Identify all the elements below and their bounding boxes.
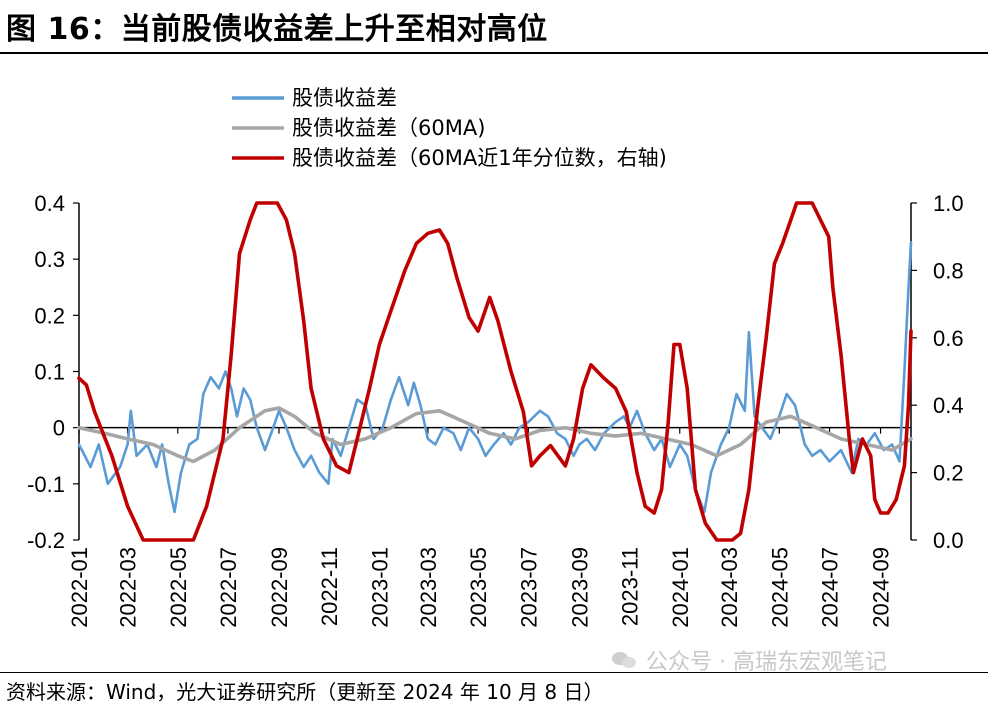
x-tick-label: 2024-05 (767, 547, 792, 628)
y-right-tick-label: 0.6 (933, 326, 964, 351)
x-tick-label: 2024-01 (668, 547, 693, 628)
x-tick-label: 2023-11 (618, 547, 643, 626)
y-left-tick-label: 0 (53, 416, 65, 441)
x-tick-label: 2024-03 (717, 547, 742, 628)
y-right-tick-label: 0.0 (933, 528, 964, 553)
series-ma60-line (77, 406, 913, 464)
x-tick-label: 2023-07 (516, 547, 541, 628)
x-tick-label: 2022-11 (317, 547, 342, 626)
y-right-tick-label: 0.8 (933, 258, 964, 283)
legend-label: 股债收益差（60MA近1年分位数，右轴) (292, 146, 667, 170)
y-right-tick-label: 0.2 (933, 461, 964, 486)
x-tick-label: 2022-07 (216, 547, 241, 628)
x-tick-label: 2022-09 (267, 547, 292, 628)
y-left-tick-label: -0.1 (27, 472, 65, 497)
x-tick-label: 2024-09 (869, 547, 894, 628)
source-note: 资料来源：Wind，光大证券研究所（更新至 2024 年 10 月 8 日） (6, 680, 604, 704)
x-tick-label: 2024-07 (818, 547, 843, 628)
watermark: 公众号 · 高瑞东宏观笔记 (612, 644, 887, 676)
x-tick-label: 2023-03 (416, 547, 441, 628)
y-left-tick-label: 0.2 (34, 303, 65, 328)
wechat-icon (612, 650, 638, 670)
y-right-tick-label: 1.0 (933, 191, 964, 216)
x-tick-label: 2022-03 (116, 547, 141, 628)
footer-divider (0, 672, 988, 673)
chart-axes: -0.2 -0.1 0 0.1 0.2 0.3 0.4 0.0 0.2 0.4 0.6 0.8 1.0 2… (27, 191, 964, 628)
series-spread-line (77, 241, 913, 514)
y-left-tick-label: 0.4 (34, 191, 65, 216)
x-tick-label: 2023-05 (466, 547, 491, 628)
watermark-text: 公众号 · 高瑞东宏观笔记 (646, 650, 887, 675)
x-tick-label: 2023-09 (567, 547, 592, 628)
chart-series (77, 201, 913, 542)
chart-title: 图 16：当前股债收益差上升至相对高位 (6, 12, 548, 47)
x-tick-label: 2022-01 (67, 547, 92, 628)
x-tick-label: 2023-01 (367, 547, 392, 628)
series-percentile-line (77, 201, 913, 542)
y-left-tick-label: 0.3 (34, 247, 65, 272)
y-left-tick-label: -0.2 (27, 528, 65, 553)
x-tick-label: 2022-05 (166, 547, 191, 628)
y-right-tick-label: 0.4 (933, 393, 964, 418)
title-divider (0, 52, 988, 54)
legend-label: 股债收益差（60MA) (292, 116, 485, 140)
y-left-tick-label: 0.1 (34, 360, 65, 385)
legend-label: 股债收益差 (292, 86, 397, 110)
